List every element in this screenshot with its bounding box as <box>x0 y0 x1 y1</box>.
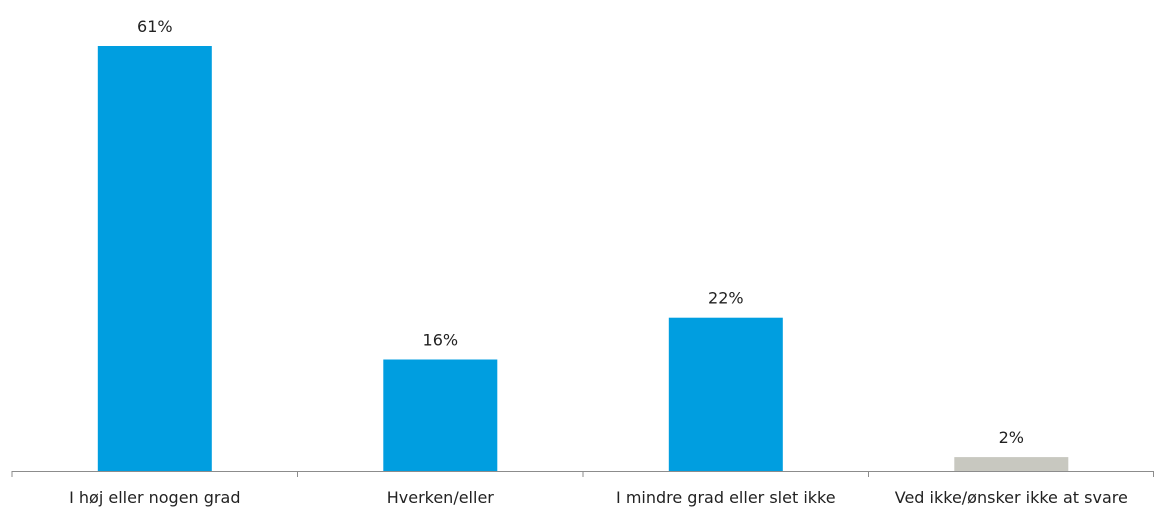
category-labels: I høj eller nogen grad Hverken/eller I min… <box>69 488 1128 507</box>
bar-3 <box>668 317 783 471</box>
data-labels: 61% 16% 22% 2% <box>137 17 1024 447</box>
data-label-4: 2% <box>999 428 1024 447</box>
data-label-3: 22% <box>708 289 744 308</box>
category-label-2: Hverken/eller <box>387 488 495 507</box>
bar-1 <box>97 46 212 471</box>
category-label-4: Ved ikke/ønsker ikke at svare <box>895 488 1128 507</box>
category-label-1: I høj eller nogen grad <box>69 488 240 507</box>
data-label-1: 61% <box>137 17 173 36</box>
bar-2 <box>383 359 498 471</box>
x-axis <box>11 471 1154 477</box>
bar-4 <box>954 457 1069 471</box>
bars <box>97 46 1069 471</box>
category-label-3: I mindre grad eller slet ikke <box>616 488 836 507</box>
data-label-2: 16% <box>423 331 459 350</box>
